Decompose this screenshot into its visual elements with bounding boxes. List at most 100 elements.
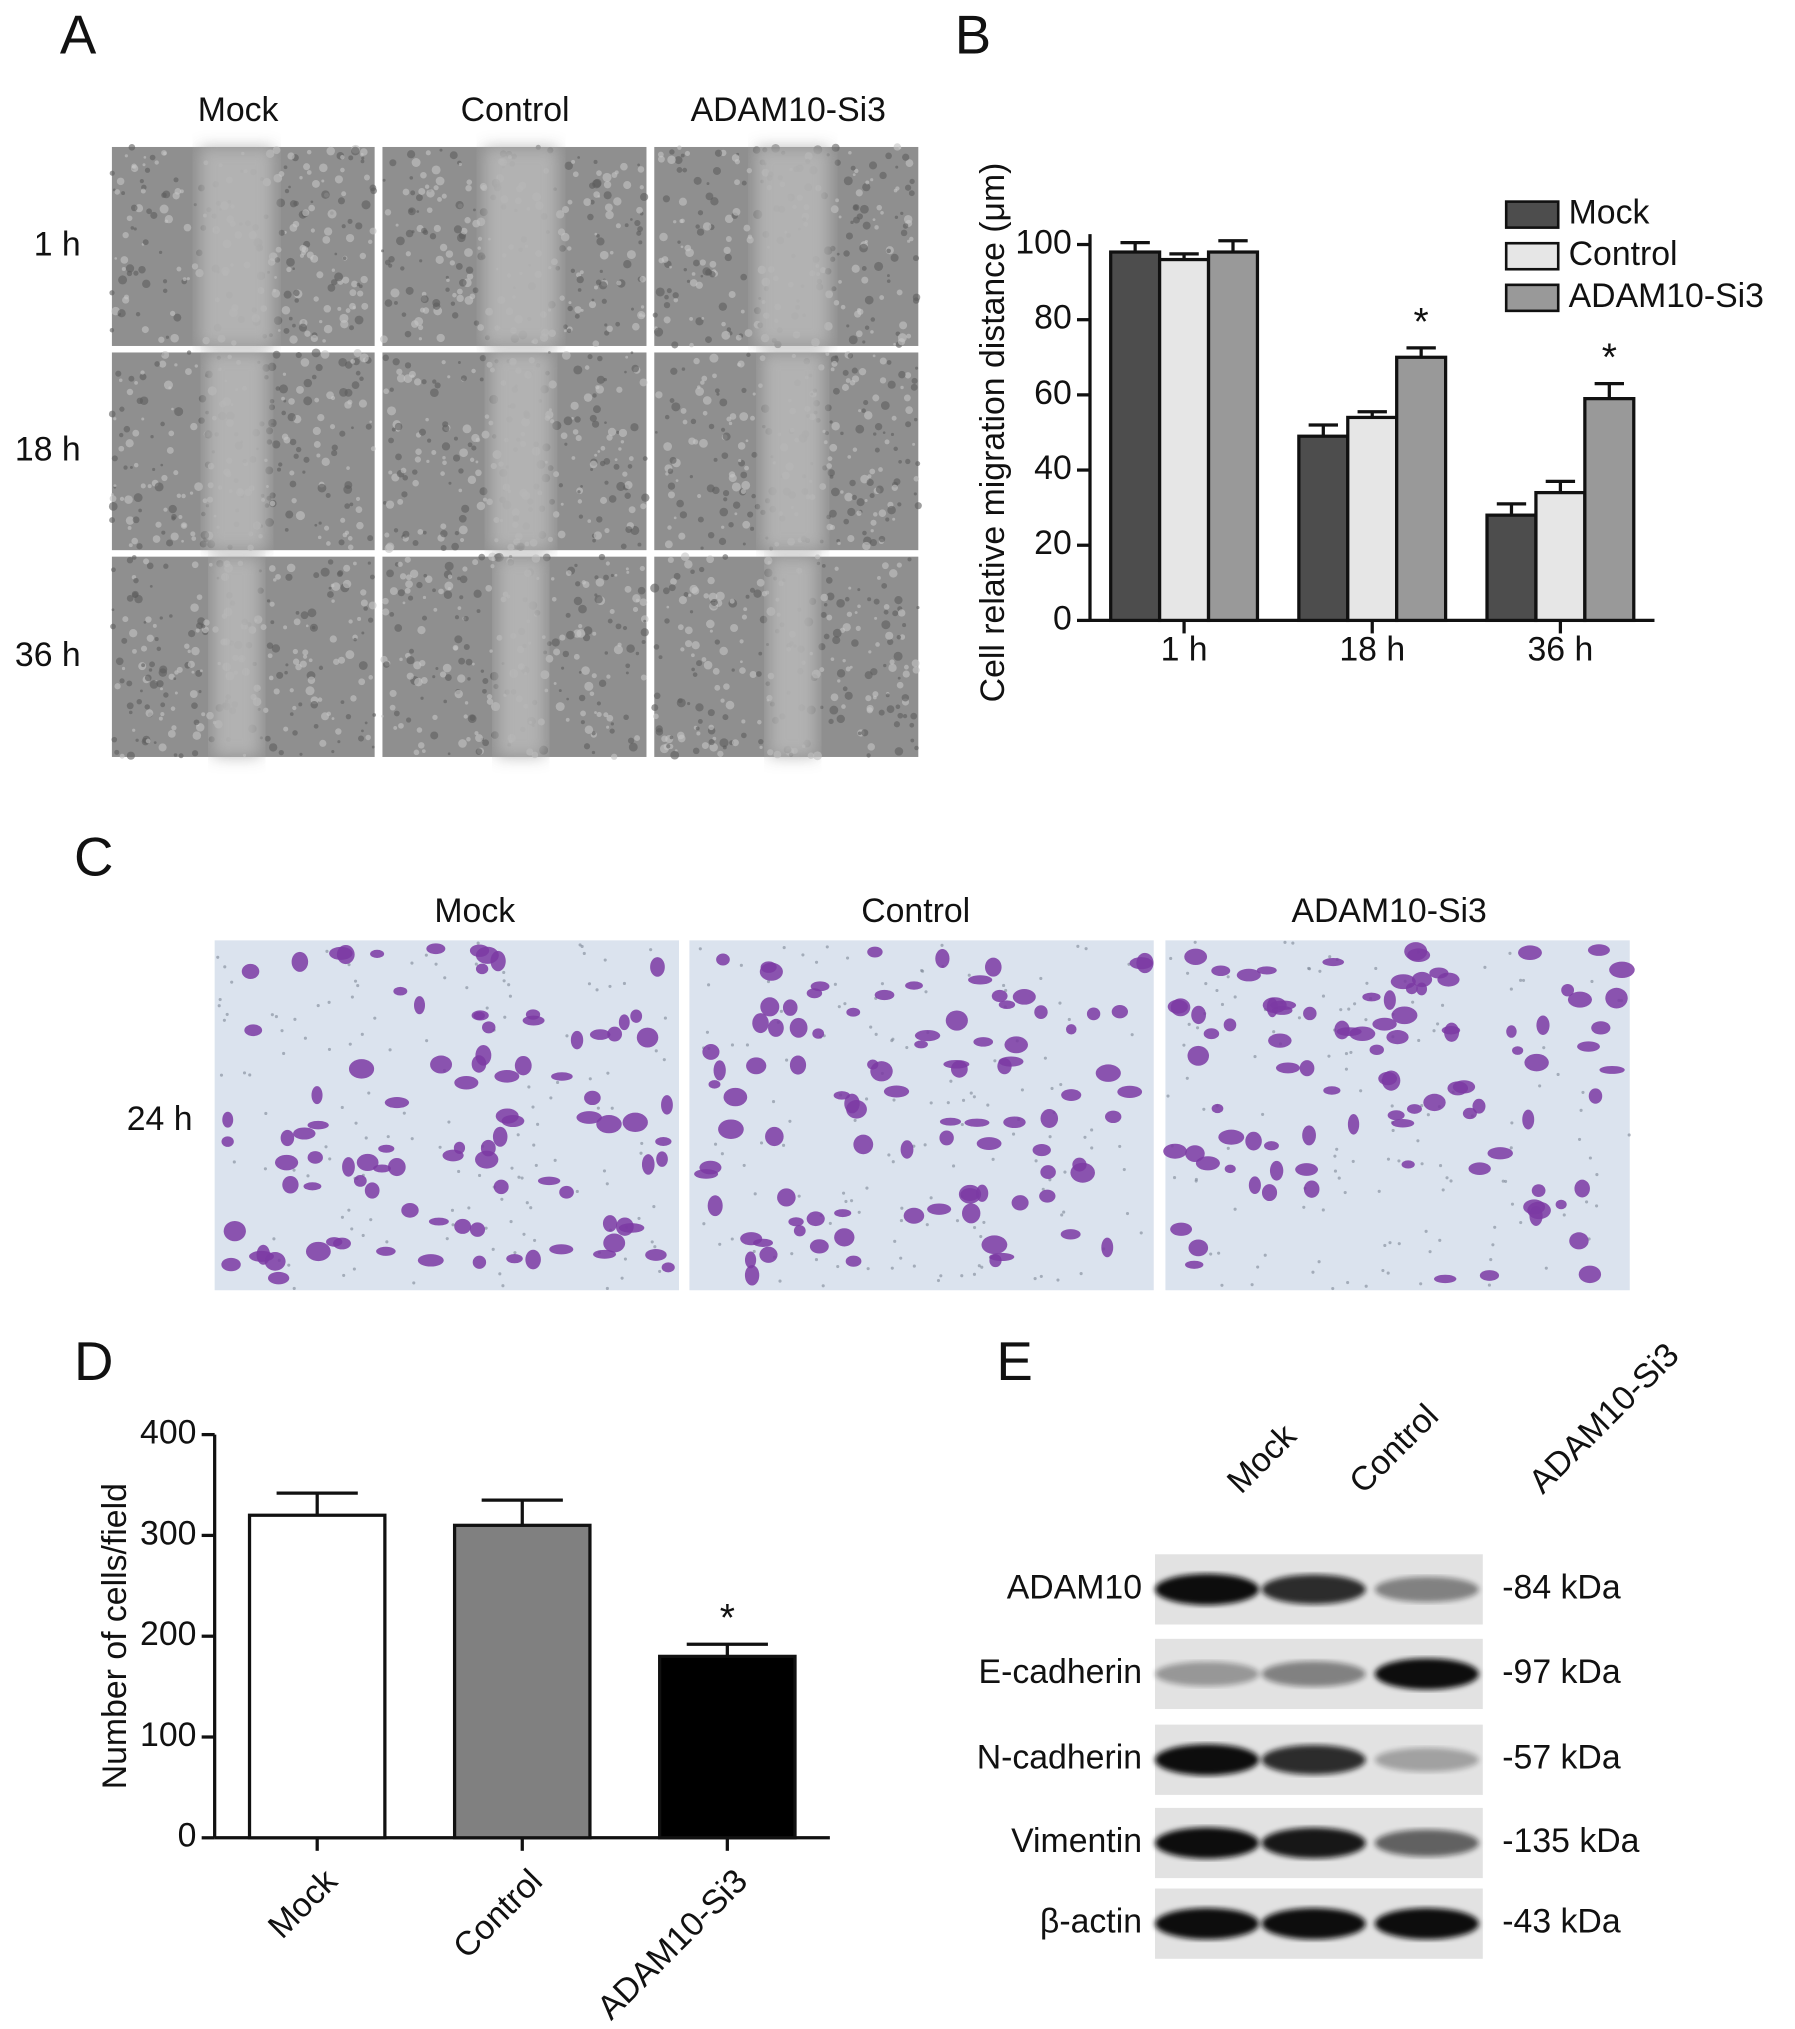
pore [771,1100,776,1104]
cell-texture [142,279,151,289]
cell-texture [299,244,307,252]
cell-texture [369,574,375,580]
cell-texture [868,650,872,654]
cell-texture [845,378,851,383]
cell-texture [903,664,909,670]
pore [753,1192,757,1196]
cell-texture [302,470,306,474]
cell-texture [173,677,177,681]
cell-texture [902,623,907,628]
cell-texture [616,386,623,393]
cell-texture [583,198,592,206]
cell-texture [313,296,319,302]
cell-texture [418,428,427,436]
cell-texture [902,670,910,678]
cell-texture [208,562,213,567]
cell-texture [443,699,447,704]
stained-cell [903,1207,925,1224]
cell-texture [631,307,634,311]
cell-texture [326,541,331,546]
pore [1185,1076,1189,1080]
cell-texture [829,443,838,452]
pore [887,1153,891,1157]
cell-texture [700,380,705,385]
cell-texture [432,379,437,384]
cell-texture [283,290,292,299]
cell-texture [657,155,665,163]
cell-texture [293,289,300,297]
cell-texture [359,353,369,363]
pore [1519,1220,1523,1225]
stained-cell [607,1026,623,1042]
stained-cell [307,1151,323,1164]
stained-cell [1268,1033,1292,1048]
cell-texture [714,639,720,645]
cell-texture [911,659,920,668]
cell-texture [448,481,452,485]
cell-texture [829,474,834,479]
cell-texture [666,605,670,609]
stained-cell [900,1140,914,1159]
cell-texture [707,576,715,585]
cell-texture [154,361,161,367]
cell-texture [192,731,202,740]
cell-texture [756,578,765,587]
stained-cell [853,1134,874,1155]
y-tick-label: 40 [1034,449,1072,487]
stained-cell [393,986,408,996]
cell-texture [345,713,352,720]
cell-texture [385,542,395,551]
cell-texture [826,614,833,621]
cell-texture [398,722,404,729]
cell-texture [439,243,448,252]
pore [595,988,599,992]
pore [1318,969,1322,973]
cell-texture [856,498,865,507]
stained-cell [1261,1184,1278,1202]
scratch-gap [762,352,824,551]
cell-texture [708,738,715,746]
y-tick-label: 100 [140,1716,196,1754]
micrograph [110,555,377,760]
cell-texture [419,659,426,667]
pore [1542,1046,1546,1050]
cell-texture [866,704,874,713]
cell-texture [341,224,346,229]
cell-texture [190,531,196,537]
cell-texture [630,218,633,221]
cell-texture [108,410,116,418]
cell-texture [319,163,328,173]
pore [553,1158,557,1162]
pore [513,1251,517,1255]
cell-texture [201,712,206,717]
cell-texture [133,493,143,503]
cell-texture [696,660,703,667]
cell-texture [370,446,376,452]
cell-texture [603,191,612,200]
stained-cell [1487,1147,1513,1160]
cell-texture [114,257,118,260]
pore [274,1015,278,1019]
cell-texture [677,240,681,244]
cell-texture [319,319,323,324]
cell-texture [343,485,353,494]
x-tick-label: 1 h [1161,631,1208,669]
cell-texture [173,313,182,322]
cell-texture [341,191,347,197]
cell-texture [734,159,741,165]
cell-texture [432,588,436,593]
cell-texture [434,382,441,389]
cell-texture [156,680,164,688]
pore [1487,1283,1491,1287]
cell-texture [382,354,389,362]
cell-texture [897,676,901,680]
cell-texture [595,385,604,394]
cell-texture [126,702,134,710]
cell-texture [397,589,405,597]
cell-texture [433,607,438,612]
micrograph [109,143,378,346]
cell-texture [758,651,763,656]
cell-texture [561,205,570,214]
pore [608,984,612,988]
